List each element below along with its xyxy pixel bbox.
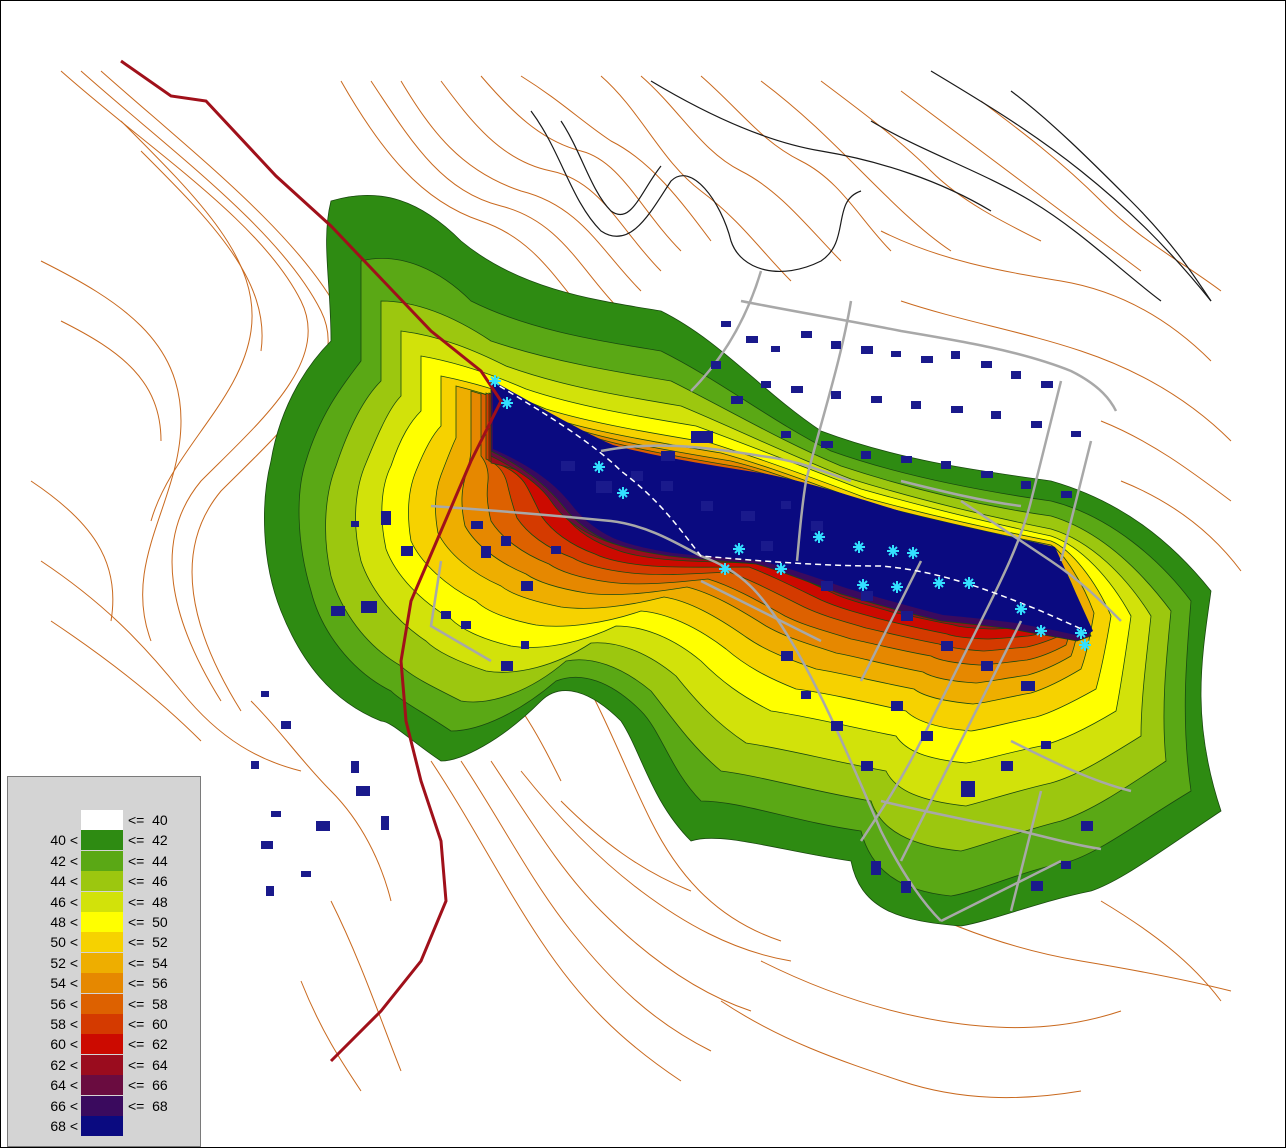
legend-row: 58 < <= 60 (8, 1014, 202, 1034)
hill-contours (530, 70, 1212, 302)
legend-lower-bound: 54 < (50, 975, 78, 992)
source-marker-icon (887, 545, 899, 557)
legend-lower-bound: 58 < (50, 1016, 78, 1032)
source-marker-icon (1079, 639, 1091, 651)
legend-upper-bound: <= 62 (128, 1036, 168, 1053)
legend-lower-bound: 48 < (50, 914, 78, 930)
legend-lower-bound: 40 < (50, 832, 78, 849)
legend-upper-bound: <= 66 (128, 1077, 168, 1094)
source-marker-icon (813, 531, 825, 543)
legend-upper-bound: <= 46 (128, 873, 168, 890)
legend-upper-bound: <= 56 (128, 975, 168, 992)
legend-swatch (81, 891, 123, 912)
source-marker-icon (933, 577, 945, 589)
buildings (251, 321, 1093, 896)
legend-upper-bound: <= 58 (128, 995, 168, 1012)
legend-row: 50 < <= 52 (8, 932, 202, 953)
source-marker-icon (963, 577, 975, 589)
legend-row: 40 < <= 42 (8, 830, 202, 851)
source-marker-icon (593, 461, 605, 473)
main-road (490, 380, 1087, 632)
terrain-contours (30, 70, 1242, 1099)
noise-bands (264, 194, 1222, 927)
legend-lower-bound: 56 < (50, 995, 78, 1012)
legend-upper-bound: <= 44 (128, 852, 168, 869)
legend-upper-bound: <= 50 (128, 914, 168, 930)
source-marker-icon (617, 487, 629, 499)
band-68-plus (493, 381, 1093, 637)
source-marker-icon (501, 397, 513, 409)
legend-row: 54 < <= 56 (8, 973, 202, 994)
legend-swatch (81, 1034, 123, 1055)
source-markers (489, 375, 1091, 651)
source-marker-icon (891, 581, 903, 593)
legend-swatch (81, 1014, 123, 1034)
legend-swatch (81, 932, 123, 953)
legend-lower-bound: 64 < (50, 1077, 78, 1094)
legend-swatch (81, 993, 123, 1014)
legend-upper-bound: <= 52 (128, 934, 168, 951)
source-marker-icon (857, 579, 869, 591)
legend-row: 60 < <= 62 (8, 1034, 202, 1055)
legend-swatch (81, 1054, 123, 1075)
source-marker-icon (1015, 603, 1027, 615)
legend-row: 62 < <= 64 (8, 1054, 202, 1075)
source-marker-icon (907, 547, 919, 559)
legend-lower-bound: 52 < (50, 954, 78, 971)
source-marker-icon (1075, 627, 1087, 639)
legend: <= 40 40 < <= 42 42 < <= 44 44 < <= 46 46 < <= 4… (7, 776, 201, 1147)
legend-row: 46 < <= 48 (8, 891, 202, 912)
legend-lower-bound: 68 < (50, 1118, 78, 1134)
legend-row: <= 40 (8, 810, 202, 830)
legend-swatch (81, 830, 123, 851)
source-marker-icon (733, 543, 745, 555)
legend-swatch (81, 1116, 123, 1136)
legend-upper-bound: <= 68 (128, 1097, 168, 1114)
legend-lower-bound: 50 < (50, 934, 78, 951)
legend-upper-bound: <= 48 (128, 893, 168, 910)
source-marker-icon (719, 563, 731, 575)
legend-upper-bound: <= 42 (128, 832, 168, 849)
legend-row: 56 < <= 58 (8, 993, 202, 1014)
legend-swatch (81, 912, 123, 932)
legend-swatch (81, 1075, 123, 1096)
legend-lower-bound: 46 < (50, 893, 78, 910)
legend-lower-bound: 62 < (50, 1056, 78, 1073)
source-marker-icon (853, 541, 865, 553)
legend-row: 44 < <= 46 (8, 871, 202, 892)
legend-swatch (81, 973, 123, 994)
legend-upper-bound: <= 54 (128, 954, 168, 971)
legend-row: 42 < <= 44 (8, 850, 202, 871)
legend-upper-bound: <= 64 (128, 1056, 168, 1073)
source-marker-icon (489, 375, 501, 387)
legend-row: 48 < <= 50 (8, 912, 202, 932)
legend-lower-bound: 66 < (50, 1097, 78, 1114)
railway-line (120, 59, 503, 1063)
source-marker-icon (1035, 625, 1047, 637)
legend-lower-bound: 44 < (50, 873, 78, 890)
legend-swatch (81, 850, 123, 871)
legend-row: 52 < <= 54 (8, 952, 202, 973)
legend-swatch (81, 1095, 123, 1116)
source-marker-icon (775, 563, 787, 575)
legend-row: 68 < (8, 1116, 202, 1136)
legend-swatch (81, 871, 123, 892)
legend-swatch (81, 810, 123, 830)
legend-row: 64 < <= 66 (8, 1075, 202, 1096)
legend-upper-bound: <= 60 (128, 1016, 168, 1032)
legend-upper-bound: <= 40 (128, 812, 168, 828)
legend-lower-bound: 60 < (50, 1036, 78, 1053)
legend-lower-bound: 42 < (50, 852, 78, 869)
legend-row: 66 < <= 68 (8, 1095, 202, 1116)
legend-swatch (81, 952, 123, 973)
